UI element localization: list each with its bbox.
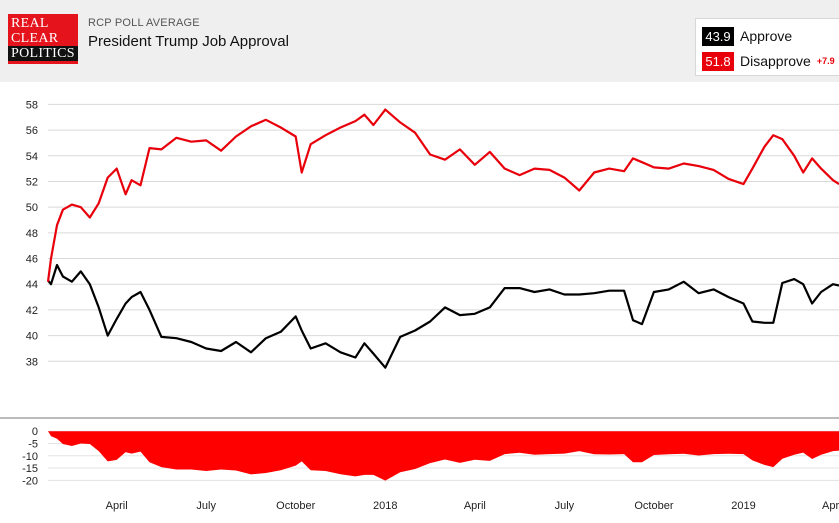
chart-title: President Trump Job Approval (88, 33, 289, 50)
x-tick-label: July (196, 500, 216, 512)
series-line-approve[interactable] (47, 263, 839, 369)
logo-line-1: REAL (11, 16, 49, 31)
y-tick-label: 56 (26, 125, 38, 137)
spread-y-tick-label: -10 (22, 451, 38, 463)
chart-area: 58 56 54 52 50 48 46 44 42 40 38 0 -5 -10 -15 -20 April… (0, 82, 839, 523)
x-tick-label: July (555, 500, 575, 512)
y-tick-label: 40 (26, 331, 38, 343)
x-tick-label: October (276, 500, 315, 512)
rcp-logo[interactable]: REAL CLEAR POLITICS (8, 14, 78, 64)
y-tick-label: 44 (26, 279, 38, 291)
legend: 43.9 Approve 51.8 Disapprove +7.9 (695, 18, 839, 76)
x-tick-label: October (634, 500, 673, 512)
spread-y-tick-label: -5 (28, 439, 38, 451)
y-tick-label: 42 (26, 305, 38, 317)
spread-y-tick-label: -15 (22, 463, 38, 475)
spread-panel (48, 431, 839, 481)
y-tick-label: 52 (26, 176, 38, 188)
x-tick-label: April (464, 500, 486, 512)
y-tick-label: 38 (26, 356, 38, 368)
y-tick-label: 46 (26, 254, 38, 266)
x-tick-label: April (822, 500, 839, 512)
y-axis-ticks: 58 56 54 52 50 48 46 44 42 40 38 0-5-10-15-20 (22, 99, 38, 487)
x-axis-ticks: April July October 2018 April July October 2019… (106, 500, 839, 512)
series-line-disapprove[interactable] (46, 108, 839, 282)
eyebrow-label: RCP POLL AVERAGE (88, 17, 200, 29)
disapprove-label: Disapprove (740, 53, 811, 69)
spread-value: +7.9 (816, 56, 835, 66)
y-tick-label: 54 (26, 151, 38, 163)
y-tick-label: 58 (26, 99, 38, 111)
series-lines (46, 108, 839, 369)
chart-header: REAL CLEAR POLITICS RCP POLL AVERAGE Pre… (0, 0, 839, 82)
spread-y-tick-label: 0 (32, 426, 38, 438)
logo-line-2: CLEAR (11, 31, 59, 46)
x-tick-label: 2019 (731, 500, 755, 512)
approve-value: 43.9 (702, 26, 734, 46)
legend-disapprove[interactable]: 51.8 Disapprove +7.9 (702, 51, 835, 71)
chart-svg: 58 56 54 52 50 48 46 44 42 40 38 0-5-10-15-20 April… (0, 99, 839, 512)
x-tick-label: 2018 (373, 500, 397, 512)
y-tick-label: 50 (26, 202, 38, 214)
approve-label: Approve (740, 28, 793, 44)
x-tick-label: April (106, 500, 128, 512)
disapprove-value: 51.8 (702, 51, 734, 71)
spread-area[interactable] (48, 431, 839, 481)
y-tick-label: 48 (26, 228, 38, 240)
legend-approve[interactable]: 43.9 Approve (702, 26, 792, 46)
logo-line-3: POLITICS (8, 46, 78, 61)
spread-y-tick-label: -20 (22, 475, 38, 487)
